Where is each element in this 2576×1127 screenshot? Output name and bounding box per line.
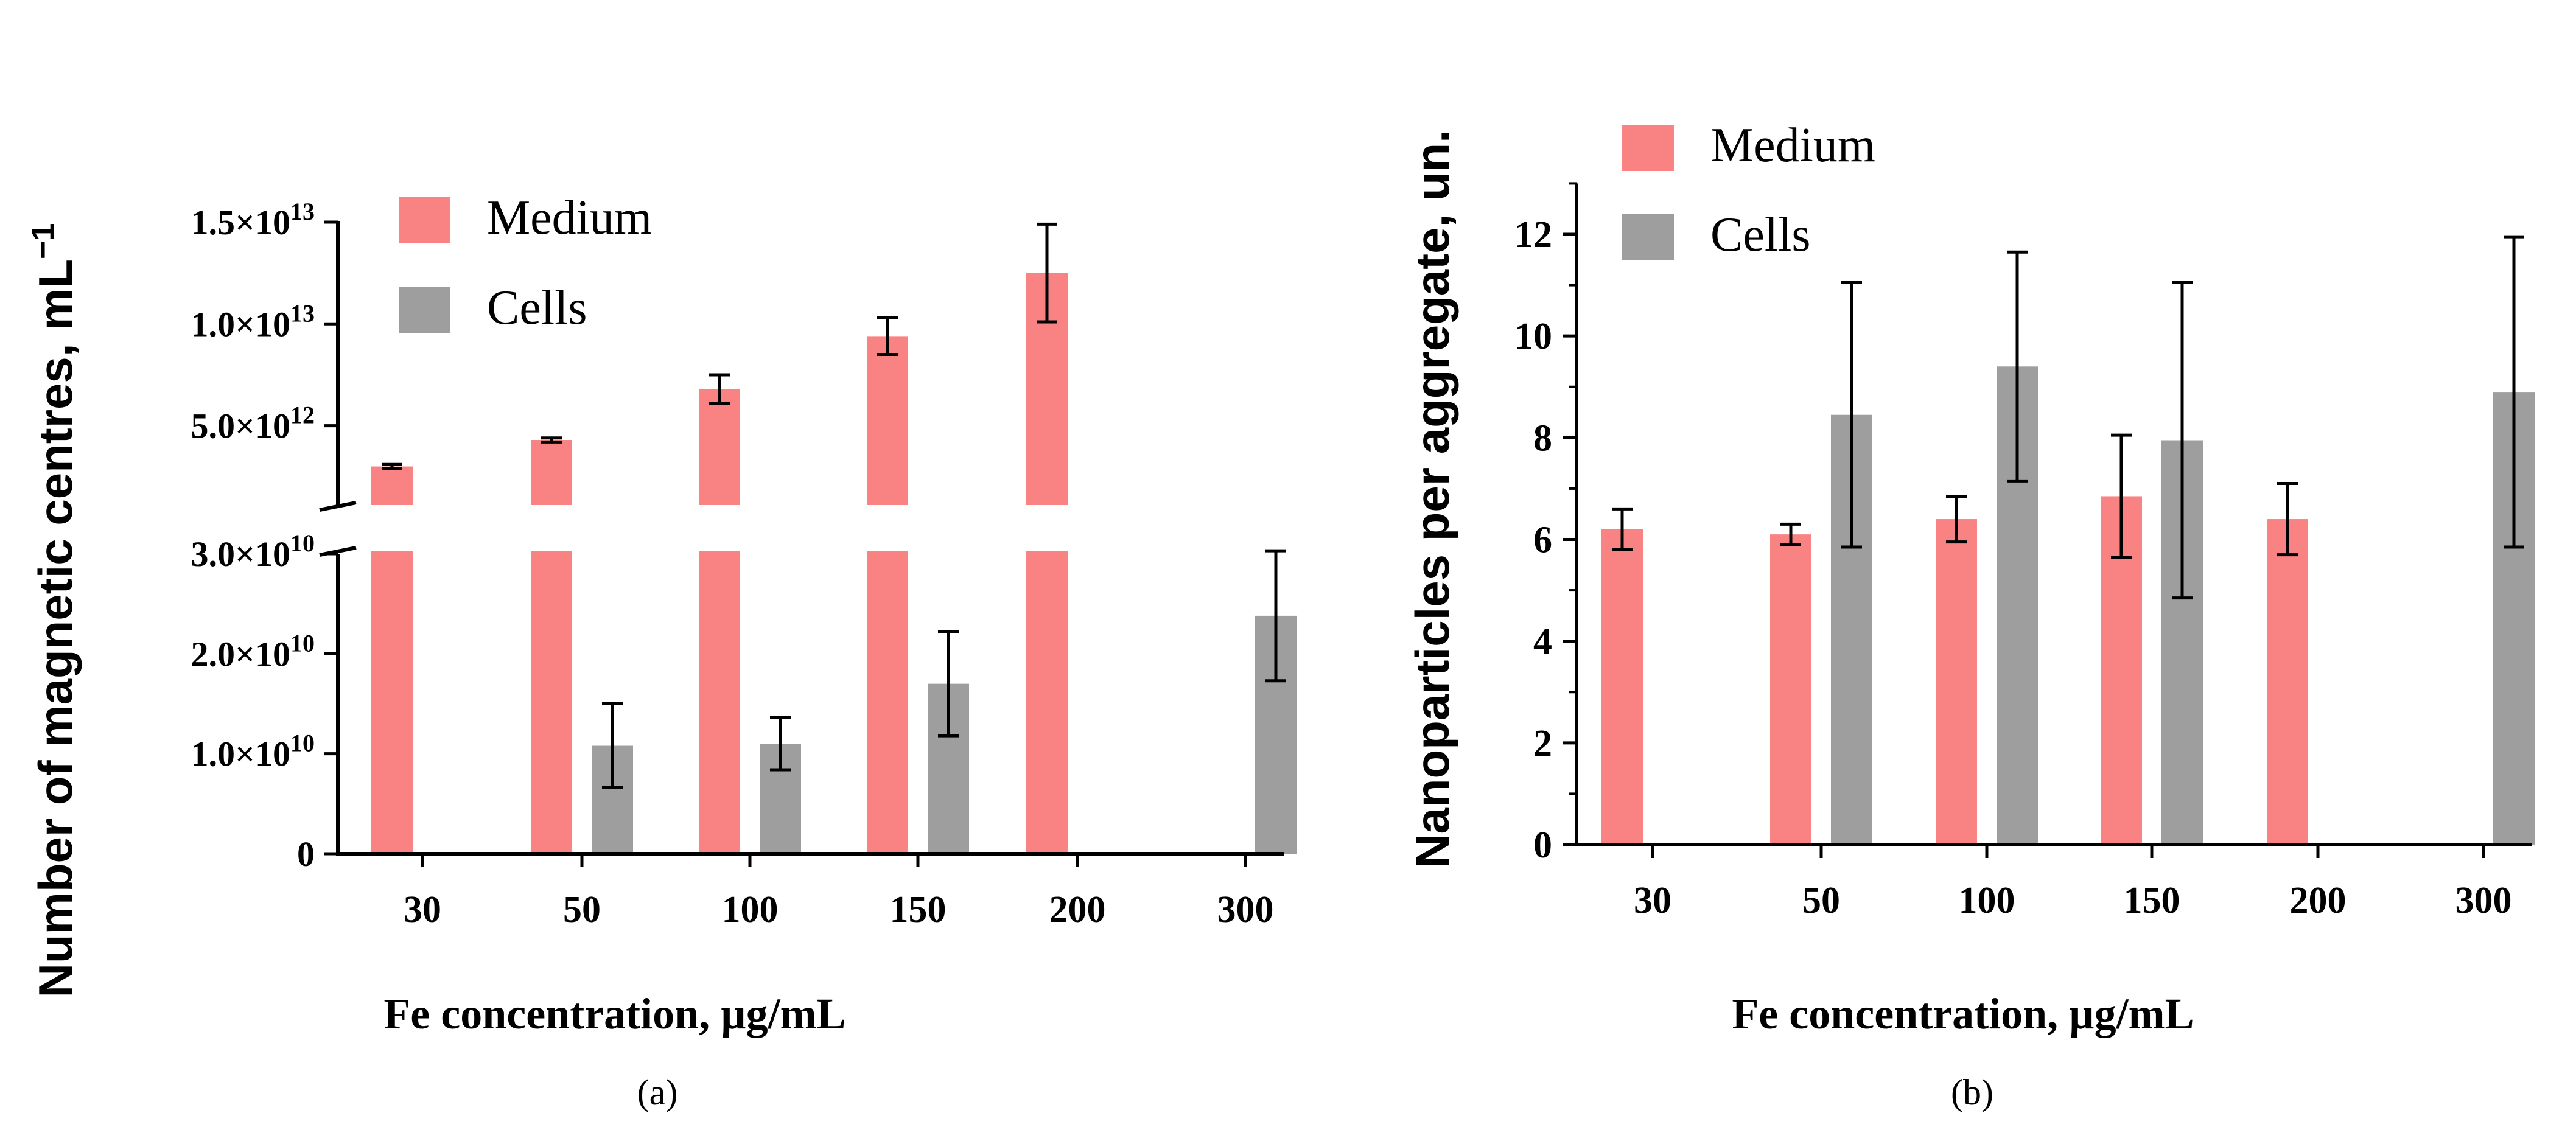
y-tick-lower-label: 2.0×1010: [191, 629, 315, 674]
legend-label-cells: Cells: [487, 281, 587, 335]
y-tick-label: 12: [1514, 214, 1552, 256]
legend-swatch-cells: [399, 287, 450, 333]
legend-swatch-medium: [399, 197, 450, 243]
bar-medium-upper: [867, 336, 908, 505]
legend-label-medium: Medium: [487, 191, 652, 245]
x-tick-label: 100: [1959, 880, 2015, 921]
y-tick-upper-label-exponent: 13: [290, 299, 315, 327]
y-tick-upper-label: 1.0×1013: [191, 299, 315, 344]
legend-swatch-medium: [1622, 125, 1674, 171]
x-tick-label: 50: [1802, 880, 1840, 921]
bar-medium: [1936, 519, 1977, 845]
bar-medium-lower: [1026, 551, 1068, 854]
bar-medium: [1601, 529, 1643, 845]
y-tick-lower-label-exponent: 10: [290, 529, 315, 557]
bar-medium: [1770, 534, 1811, 845]
y-tick-label: 2: [1533, 723, 1552, 764]
chart-b-y-axis-label: Nanoparticles per aggregate, un.: [1405, 130, 1459, 868]
bar-medium: [2267, 519, 2308, 845]
x-tick-label: 30: [404, 889, 441, 930]
legend-label-medium: Medium: [1710, 119, 1875, 172]
axis-break-mark: [319, 501, 357, 512]
legend-swatch-cells: [1622, 214, 1674, 260]
bar-medium-lower: [699, 551, 740, 854]
y-tick-lower-label: 3.0×1010: [191, 529, 315, 574]
chart-a: Number of magnetic centres, mL−1 0 1.0×10…: [26, 191, 1297, 1112]
y-tick-upper-label: 1.5×1013: [191, 198, 315, 242]
y-tick-label: 10: [1514, 316, 1552, 357]
chart-b-panel-label: (b): [1951, 1072, 1993, 1112]
x-tick-label: 300: [2455, 880, 2512, 921]
y-tick-lower-label-exponent: 10: [290, 730, 315, 757]
x-tick-label: 300: [1217, 889, 1274, 930]
bar-medium-lower: [867, 551, 908, 854]
bar-medium-lower: [371, 551, 413, 854]
y-tick-label: 4: [1533, 621, 1552, 663]
bar-medium-upper: [699, 389, 740, 505]
bar-medium-upper: [531, 440, 572, 505]
y-tick-upper-label-exponent: 12: [290, 402, 315, 429]
y-tick-lower-label-exponent: 10: [290, 629, 315, 657]
x-tick-label: 100: [722, 889, 779, 930]
y-tick-label: 6: [1533, 520, 1552, 561]
chart-b: Nanoparticles per aggregate, un. 0 2 4 6 8 10…: [1405, 119, 2535, 1112]
chart-a-x-axis-label: Fe concentration, µg/mL: [383, 989, 845, 1038]
x-tick-label: 200: [1049, 889, 1106, 930]
x-tick-label: 150: [890, 889, 947, 930]
y-tick-lower-label: 0: [297, 834, 315, 874]
y-tick-label: 0: [1533, 825, 1552, 866]
chart-a-plot-area: 0 1.0×1010 2.0×1010 3.0×1010 5.0×1012 1.0×101…: [191, 191, 1297, 930]
y-tick-upper-label-exponent: 13: [290, 198, 315, 225]
chart-a-y-axis-label: Number of magnetic centres, mL−1: [26, 223, 82, 998]
x-tick-label: 30: [1634, 880, 1671, 921]
x-tick-label: 200: [2290, 880, 2347, 921]
y-tick-label: 8: [1533, 417, 1552, 459]
chart-b-x-axis-label: Fe concentration, µg/mL: [1732, 989, 2194, 1038]
bar-medium-lower: [531, 551, 572, 854]
bar-medium-upper: [371, 466, 413, 505]
x-tick-label: 50: [563, 889, 601, 930]
y-tick-lower-label: 1.0×1010: [191, 730, 315, 774]
chart-b-plot-area: 0 2 4 6 8 10 12 30 50 100 150 200 300 Medium Cells: [1514, 119, 2535, 921]
chart-a-panel-label: (a): [637, 1072, 678, 1112]
y-tick-upper-label: 5.0×1012: [191, 402, 315, 446]
chart-a-y-axis-label-superscript: −1: [26, 223, 61, 259]
x-tick-label: 150: [2124, 880, 2180, 921]
legend-label-cells: Cells: [1710, 208, 1810, 262]
